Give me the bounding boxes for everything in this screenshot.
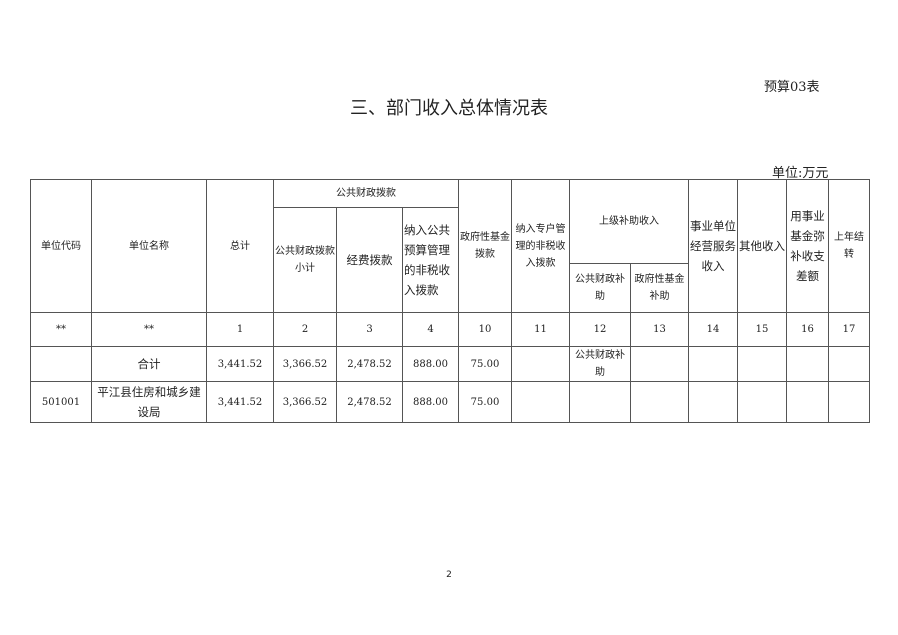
cell-special-nontax — [511, 346, 570, 382]
index-cell: 13 — [630, 312, 689, 347]
header-reserve: 用事业基金弥补收支差额 — [786, 179, 829, 313]
cell-other — [737, 381, 787, 423]
cell-nontax-budget: 888.00 — [402, 346, 459, 382]
header-nontax-budget: 纳入公共预算管理的非税收入拨款 — [402, 207, 459, 313]
index-cell: 14 — [688, 312, 738, 347]
index-cell: ** — [91, 312, 207, 347]
header-public-finance-group: 公共财政拨款 — [273, 179, 459, 208]
header-unit-name: 单位名称 — [91, 179, 207, 313]
cell-business — [688, 346, 738, 382]
index-cell: 1 — [206, 312, 274, 347]
cell-funding: 2,478.52 — [336, 381, 403, 423]
cell-total: 3,441.52 — [206, 346, 274, 382]
cell-nontax-budget: 888.00 — [402, 381, 459, 423]
cell-sup-fund — [630, 381, 689, 423]
index-cell: 12 — [569, 312, 631, 347]
cell-pf-subtotal: 3,366.52 — [273, 346, 337, 382]
index-row: ** ** 1 2 3 4 10 11 12 13 14 15 16 17 — [30, 312, 870, 347]
index-cell: 4 — [402, 312, 459, 347]
header-business: 事业单位经营服务收入 — [688, 179, 738, 313]
cell-unit-name: 合计 — [91, 346, 207, 382]
header-total: 总计 — [206, 179, 274, 313]
cell-gov-fund: 75.00 — [458, 346, 512, 382]
cell-other — [737, 346, 787, 382]
table-row-total: 合计 3,441.52 3,366.52 2,478.52 888.00 75.… — [30, 346, 870, 382]
unit-label: 单位:万元 — [772, 166, 829, 181]
cell-sup-fund — [630, 346, 689, 382]
cell-total: 3,441.52 — [206, 381, 274, 423]
header-pf-subtotal: 公共财政拨款小计 — [273, 207, 337, 313]
cell-gov-fund: 75.00 — [458, 381, 512, 423]
header-funding: 经费拨款 — [336, 207, 403, 313]
index-cell: 15 — [737, 312, 787, 347]
cell-carryover — [828, 346, 870, 382]
cell-funding: 2,478.52 — [336, 346, 403, 382]
index-cell: 3 — [336, 312, 403, 347]
index-cell: 10 — [458, 312, 512, 347]
header-other: 其他收入 — [737, 179, 787, 313]
income-table: 单位代码 单位名称 总计 公共财政拨款 政府性基金拨款 纳入专户管理的非税收入拨… — [30, 179, 870, 423]
index-cell: ** — [30, 312, 92, 347]
index-cell: 11 — [511, 312, 570, 347]
header-unit-code: 单位代码 — [30, 179, 92, 313]
cell-unit-code: 501001 — [30, 381, 92, 423]
header-sup-public: 公共财政补助 — [569, 263, 631, 313]
cell-unit-code — [30, 346, 92, 382]
index-cell: 16 — [786, 312, 829, 347]
page-title: 三、部门收入总体情况表 — [350, 98, 548, 119]
header-sup-fund: 政府性基金补助 — [630, 263, 689, 313]
header-gov-fund: 政府性基金拨款 — [458, 179, 512, 313]
table-row: 501001 平江县住房和城乡建设局 3,441.52 3,366.52 2,4… — [30, 381, 870, 423]
cell-reserve — [786, 381, 829, 423]
header-superior-group: 上级补助收入 — [569, 179, 689, 264]
budget-table-number: 预算03表 — [764, 80, 820, 95]
cell-sup-public: 公共财政补助 — [569, 346, 631, 382]
cell-pf-subtotal: 3,366.52 — [273, 381, 337, 423]
cell-reserve — [786, 346, 829, 382]
page-number: 2 — [446, 570, 452, 580]
cell-business — [688, 381, 738, 423]
cell-sup-public — [569, 381, 631, 423]
cell-unit-name: 平江县住房和城乡建设局 — [91, 381, 207, 423]
header-carryover: 上年结转 — [828, 179, 870, 313]
index-cell: 2 — [273, 312, 337, 347]
index-cell: 17 — [828, 312, 870, 347]
cell-carryover — [828, 381, 870, 423]
cell-special-nontax — [511, 381, 570, 423]
header-special-nontax: 纳入专户管理的非税收入拨款 — [511, 179, 570, 313]
